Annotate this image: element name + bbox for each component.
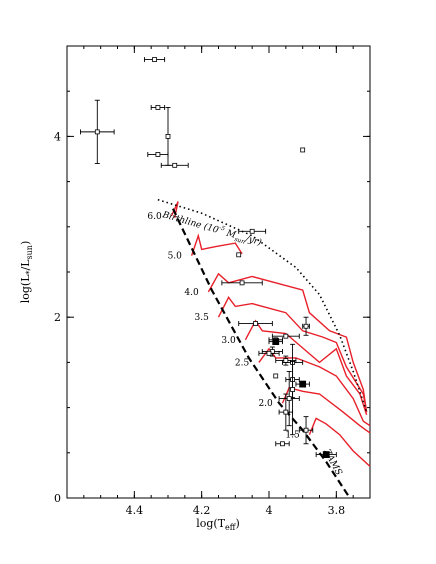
open-point	[300, 147, 306, 153]
track-1.5	[308, 417, 371, 467]
open-point	[253, 321, 258, 326]
track-label: 1.5	[285, 431, 300, 441]
y-axis: 0 2 4	[54, 45, 370, 505]
track-label: 3.5	[195, 313, 210, 323]
open-point	[249, 228, 255, 234]
evolutionary-tracks: 6.0 5.0 4.0 3.5 3.0 2.5 2.0 1.5	[147, 201, 371, 467]
filled-point	[322, 451, 330, 459]
track-label: 3.0	[221, 336, 236, 346]
open-point	[165, 133, 171, 139]
x-axis-title: log(Teff)	[196, 517, 240, 532]
track-5.0	[190, 233, 243, 256]
y-tick-label: 0	[54, 492, 61, 505]
open-point	[94, 129, 100, 135]
filled-point	[272, 338, 280, 346]
filled-point	[299, 380, 307, 388]
open-point	[283, 409, 289, 415]
y-axis-title: log(L*/Lsun)	[19, 241, 34, 304]
track-2.0	[281, 386, 371, 434]
x-tick-label: 4.4	[126, 504, 144, 517]
open-point	[172, 162, 178, 168]
open-point	[303, 427, 309, 433]
x-tick-label: 4	[266, 504, 273, 517]
open-point	[303, 323, 309, 329]
zams-line	[172, 208, 351, 499]
open-point	[236, 252, 242, 258]
y-tick-label: 4	[54, 130, 61, 143]
track-label: 2.0	[258, 399, 273, 409]
open-point	[280, 441, 285, 447]
track-4.0	[207, 272, 368, 413]
track-label: 2.5	[235, 358, 250, 368]
x-tick-label: 3.8	[328, 504, 346, 517]
track-3.5	[217, 295, 368, 413]
data-points	[80, 57, 337, 459]
open-point	[155, 152, 161, 157]
open-point	[152, 57, 157, 62]
open-point	[239, 280, 245, 286]
plot-frame	[66, 45, 371, 499]
open-point	[286, 396, 292, 401]
y-tick-label: 2	[54, 311, 61, 324]
open-point	[155, 105, 161, 110]
x-tick-label: 4.2	[193, 504, 211, 517]
track-label: 4.0	[184, 288, 199, 298]
birthline-curve	[157, 198, 368, 413]
x-axis: 4.4 4.2 4 3.8	[66, 46, 371, 517]
birthline-label: Birthline (10-5 Msun/yr)	[160, 208, 264, 250]
track-label: 5.0	[168, 252, 183, 262]
track-label: 6.0	[147, 212, 162, 222]
open-point	[273, 373, 279, 379]
open-point	[266, 350, 272, 356]
open-point	[283, 333, 289, 339]
zams-label: ZAMS	[321, 447, 344, 477]
open-point	[290, 387, 295, 392]
